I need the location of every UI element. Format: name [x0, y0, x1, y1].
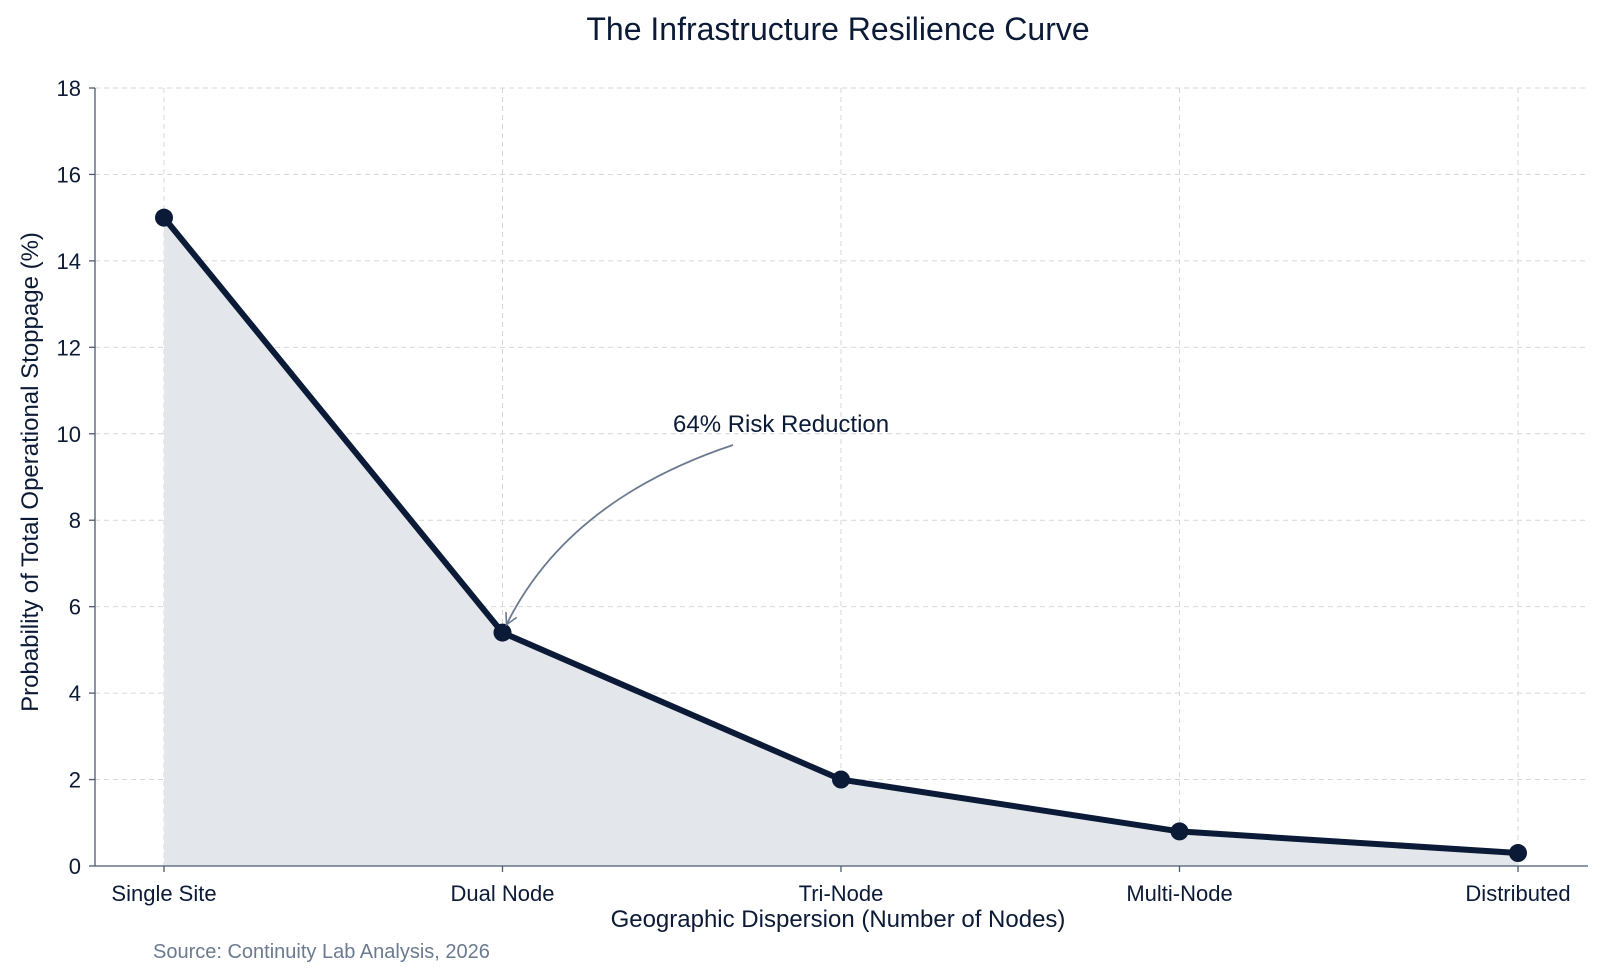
y-axis-label: Probability of Total Operational Stoppag… [17, 232, 44, 712]
x-tick-label-4: Distributed [1465, 881, 1570, 906]
y-tick-label-14: 14 [57, 249, 81, 274]
point-layer [155, 208, 1527, 863]
x-tick-label-1: Dual Node [451, 881, 555, 906]
data-point-0 [155, 208, 173, 227]
y-tick-label-0: 0 [69, 854, 81, 879]
x-tick-label-2: Tri-Node [799, 881, 884, 906]
tick-labels: 0 2 4 6 8 10 12 14 16 18 Single Site Dual Node Tri-N… [57, 76, 1571, 906]
y-tick-label-10: 10 [57, 422, 81, 447]
annotation-text: 64% Risk Reduction [673, 411, 889, 438]
data-point-3 [1170, 822, 1189, 841]
annotation: 64% Risk Reduction [505, 411, 889, 627]
x-tick-label-0: Single Site [111, 881, 216, 906]
grid [95, 87, 1588, 866]
y-tick-label-4: 4 [69, 681, 81, 706]
axes [89, 87, 1588, 872]
y-tick-label-8: 8 [69, 508, 81, 533]
y-tick-label-6: 6 [69, 595, 81, 620]
x-axis-label: Geographic Dispersion (Number of Nodes) [611, 906, 1066, 933]
data-point-2 [832, 770, 850, 789]
x-tick-label-3: Multi-Node [1126, 881, 1232, 906]
area-layer [164, 217, 1518, 866]
data-point-4 [1509, 844, 1527, 863]
chart-title: The Infrastructure Resilience Curve [586, 11, 1089, 47]
y-tick-label-12: 12 [57, 335, 81, 360]
y-tick-label-18: 18 [57, 76, 81, 101]
area-fill [164, 217, 1518, 866]
data-point-1 [493, 623, 512, 642]
source-note: Source: Continuity Lab Analysis, 2026 [153, 941, 490, 963]
annotation-arrow [505, 444, 734, 627]
y-tick-label-16: 16 [57, 162, 81, 187]
y-tick-label-2: 2 [69, 768, 81, 793]
